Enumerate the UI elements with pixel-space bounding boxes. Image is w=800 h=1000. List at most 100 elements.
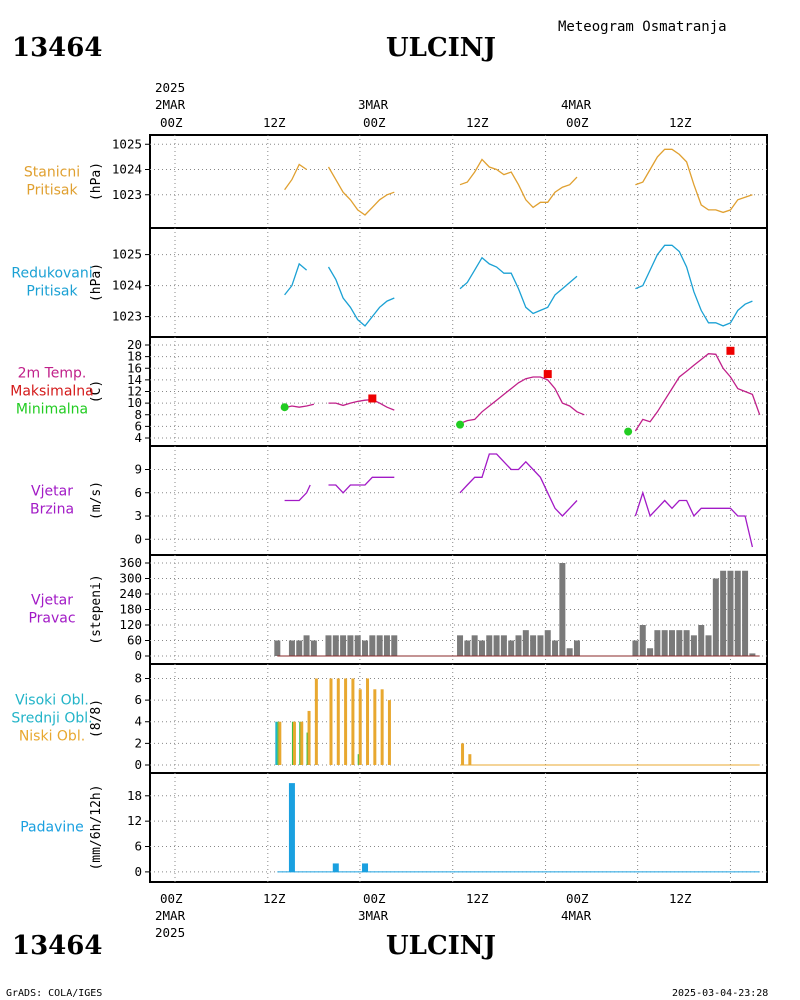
direction-bar (537, 635, 544, 656)
cloud-bar (292, 721, 296, 765)
direction-bar (500, 635, 507, 656)
panel-label: Padavine (20, 820, 84, 836)
top-day-1: 2MAR (155, 97, 186, 112)
direction-bar (734, 570, 741, 656)
precip-bar (332, 863, 339, 872)
y-tick-label: 0 (134, 531, 142, 546)
y-tick-label: 18 (127, 788, 142, 803)
bottom-day-3: 4MAR (561, 908, 592, 923)
panel-label: Srednji Obl. (11, 711, 92, 727)
y-tick-label: 6 (134, 418, 142, 433)
panel-frame (149, 227, 768, 338)
y-tick-label: 1024 (112, 162, 142, 177)
panel-label: 2m Temp. (18, 366, 87, 382)
y-tick-label: 0 (134, 864, 142, 879)
direction-bar (296, 640, 303, 656)
panel-label: Stanicni (24, 165, 80, 181)
panel-3: 0 3 6 9 (m/s) Vjetar Brzina (30, 445, 768, 556)
direction-bar (559, 563, 566, 656)
cloud-bar (307, 710, 311, 765)
station-id: 13464 (12, 33, 102, 63)
panel-label: Vjetar (31, 593, 73, 609)
min-temp-marker (280, 403, 289, 412)
panel-5: 0 2 4 6 8 (8/8)Visoki Obl. Srednji Obl. Niski O… (11, 663, 768, 774)
bottom-noon-3: 12Z (669, 891, 692, 906)
panel-label: Brzina (30, 502, 74, 518)
y-tick-label: 6 (134, 692, 142, 707)
bottom-year: 2025 (155, 925, 185, 940)
top-hour-2: 00Z (363, 115, 386, 130)
direction-bar (332, 635, 339, 656)
cloud-bar (468, 754, 472, 765)
precip-bar (288, 783, 295, 872)
direction-bar (727, 570, 734, 656)
bottom-noon-2: 12Z (466, 891, 489, 906)
direction-bar (720, 570, 727, 656)
direction-bar (457, 635, 464, 656)
direction-bar (742, 570, 749, 656)
y-tick-label: 8 (134, 670, 142, 685)
bottom-day-1: 2MAR (155, 908, 186, 923)
footer-credit: GrADS: COLA/IGES (6, 988, 102, 999)
cloud-bar (275, 721, 278, 765)
cloud-bar (329, 678, 333, 765)
direction-bar (340, 635, 347, 656)
y-tick-label: 2 (134, 735, 142, 750)
direction-bar (274, 640, 281, 656)
y-tick-label: 4 (134, 430, 142, 445)
direction-bar (632, 640, 639, 656)
top-hour-1: 00Z (160, 115, 183, 130)
y-tick-label: 240 (119, 586, 142, 601)
direction-bar (493, 635, 500, 656)
y-tick-label: 18 (127, 349, 142, 364)
panel-6: 0 6 12 18 (mm/6h/12h) Padavine (20, 772, 768, 883)
direction-bar (310, 640, 317, 656)
series-line (284, 353, 761, 432)
panel-1: 1023 1024 1025 (hPa)Redukovani Pritisak (11, 227, 768, 338)
max-temp-marker (368, 394, 377, 403)
series-line (284, 244, 753, 327)
cloud-bar (278, 721, 282, 765)
direction-bar (712, 578, 719, 656)
direction-bar (508, 640, 515, 656)
direction-bar (544, 630, 551, 656)
direction-bar (288, 640, 295, 656)
direction-bar (668, 630, 675, 656)
direction-bar (383, 635, 390, 656)
cloud-bar (373, 689, 377, 765)
panel-label: Niski Obl. (19, 729, 85, 745)
y-tick-label: 6 (134, 485, 142, 500)
direction-bar (530, 635, 537, 656)
direction-bar (376, 635, 383, 656)
meteogram-title: Meteogram Osmatranja (558, 19, 727, 35)
y-axis-label: (hPa) (89, 162, 104, 201)
panel-label: Minimalna (16, 402, 88, 418)
min-temp-marker (624, 427, 633, 436)
panel-frame (149, 134, 768, 229)
panel-label: Vjetar (31, 484, 73, 500)
y-tick-label: 0 (134, 648, 142, 663)
panel-label: Redukovani (11, 266, 92, 282)
top-day-2: 3MAR (358, 97, 389, 112)
y-tick-label: 300 (119, 571, 142, 586)
direction-bar (347, 635, 354, 656)
bottom-noon-1: 12Z (263, 891, 286, 906)
direction-bar (478, 640, 485, 656)
top-hour-3: 00Z (566, 115, 589, 130)
y-tick-label: 14 (127, 372, 142, 387)
y-tick-label: 1023 (112, 309, 142, 324)
panel-label: Maksimalna (10, 384, 94, 400)
cloud-bar (300, 721, 304, 765)
y-tick-label: 10 (127, 395, 142, 410)
direction-bar (486, 635, 493, 656)
direction-bar (639, 625, 646, 656)
direction-bar (676, 630, 683, 656)
station-name: ULCINJ (386, 33, 496, 63)
bottom-hour-3: 00Z (566, 891, 589, 906)
y-tick-label: 60 (127, 633, 142, 648)
y-tick-label: 3 (134, 508, 142, 523)
cloud-bar (344, 678, 348, 765)
y-tick-label: 12 (127, 384, 142, 399)
